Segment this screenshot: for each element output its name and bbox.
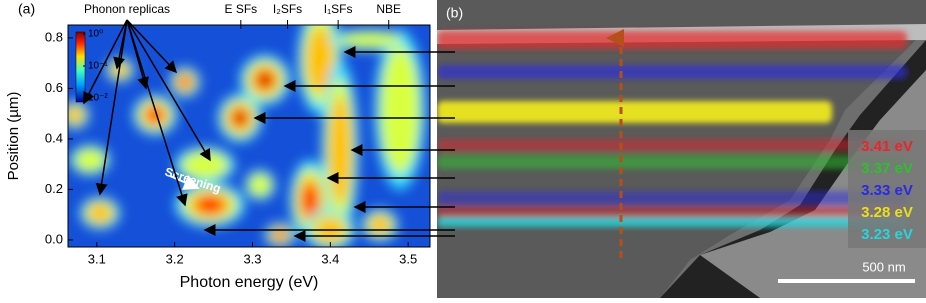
y-tick-label: 0.8 xyxy=(45,29,63,44)
heatmap-blob xyxy=(329,96,351,204)
legend-entry: 3.33 eV xyxy=(861,182,913,199)
y-tick-label: 0.6 xyxy=(45,80,63,95)
x-tick-label: 3.2 xyxy=(166,251,184,266)
y-axis-label: Position (µm) xyxy=(5,92,22,181)
link-arrows xyxy=(203,46,455,242)
heatmap-blob xyxy=(88,203,112,223)
top-marker-label: I₁SFs xyxy=(324,2,353,16)
heatmap-blob xyxy=(181,150,229,180)
colorbar-tick-label: 10⁻² xyxy=(88,93,108,104)
heatmap-blob xyxy=(179,76,191,88)
x-tick-label: 3.5 xyxy=(399,251,417,266)
y-tick-label: 0.0 xyxy=(45,231,63,246)
heatmap-blob xyxy=(274,230,286,240)
legend-entry: 3.41 eV xyxy=(861,138,913,155)
annotation: Phonon replicas xyxy=(84,2,170,16)
top-marker-label: NBE xyxy=(376,2,401,16)
annotation-arrow xyxy=(169,175,200,190)
colorbar-tick-label: 10⁰ xyxy=(88,29,103,40)
top-marker-label: E SFs xyxy=(224,2,257,16)
x-tick-label: 3.4 xyxy=(321,251,339,266)
heatmap-blob xyxy=(369,215,391,235)
panel-b: 500 nm (b) 3.41 eV 3.37 eV 3.33 eV 3.28 eV 3… xyxy=(437,0,926,298)
colorbar-tick-label: 10⁻¹ xyxy=(88,61,108,72)
y-tick-label: 0.4 xyxy=(45,130,63,145)
plot-frame xyxy=(67,24,431,248)
heatmap-blob xyxy=(302,184,318,216)
heatmap-blob xyxy=(306,27,334,93)
heatmap-blob xyxy=(380,46,420,174)
legend-entry: 3.37 eV xyxy=(861,160,913,177)
heatmap-blob xyxy=(260,75,270,85)
emission-band xyxy=(437,65,907,79)
x-axis-label: Photon energy (eV) xyxy=(180,274,319,291)
emission-band xyxy=(437,207,907,217)
legend-entry: 3.23 eV xyxy=(861,226,913,243)
emission-band xyxy=(437,155,907,169)
replica-arrows xyxy=(83,19,211,207)
heatmap-blob xyxy=(68,106,84,124)
panel-label: (b) xyxy=(446,5,463,21)
heatmap-blob xyxy=(146,107,164,123)
heatmap-blob xyxy=(248,173,272,197)
emission-band xyxy=(437,139,907,151)
heatmap-blob xyxy=(74,148,106,172)
x-tick-label: 3.1 xyxy=(88,251,106,266)
heatmap-blob xyxy=(235,113,245,123)
panel-label: (a) xyxy=(18,1,35,17)
heatmap-blob xyxy=(338,32,402,48)
emission-band xyxy=(437,191,907,205)
x-tick-label: 3.3 xyxy=(243,251,261,266)
legend-entry: 3.28 eV xyxy=(861,204,913,221)
panel-a: (a) Photon energy (eV) Position (µm) Pho… xyxy=(5,1,431,291)
emission-band xyxy=(437,101,832,123)
heatmap-blob xyxy=(196,196,224,214)
emission-band xyxy=(437,217,907,227)
legend-box xyxy=(848,130,926,248)
emission-band xyxy=(437,31,907,49)
top-marker-label: I₂SFs xyxy=(273,2,302,16)
scale-bar-label: 500 nm xyxy=(862,259,905,274)
colorbar xyxy=(75,31,86,103)
y-tick-label: 0.2 xyxy=(45,181,63,196)
